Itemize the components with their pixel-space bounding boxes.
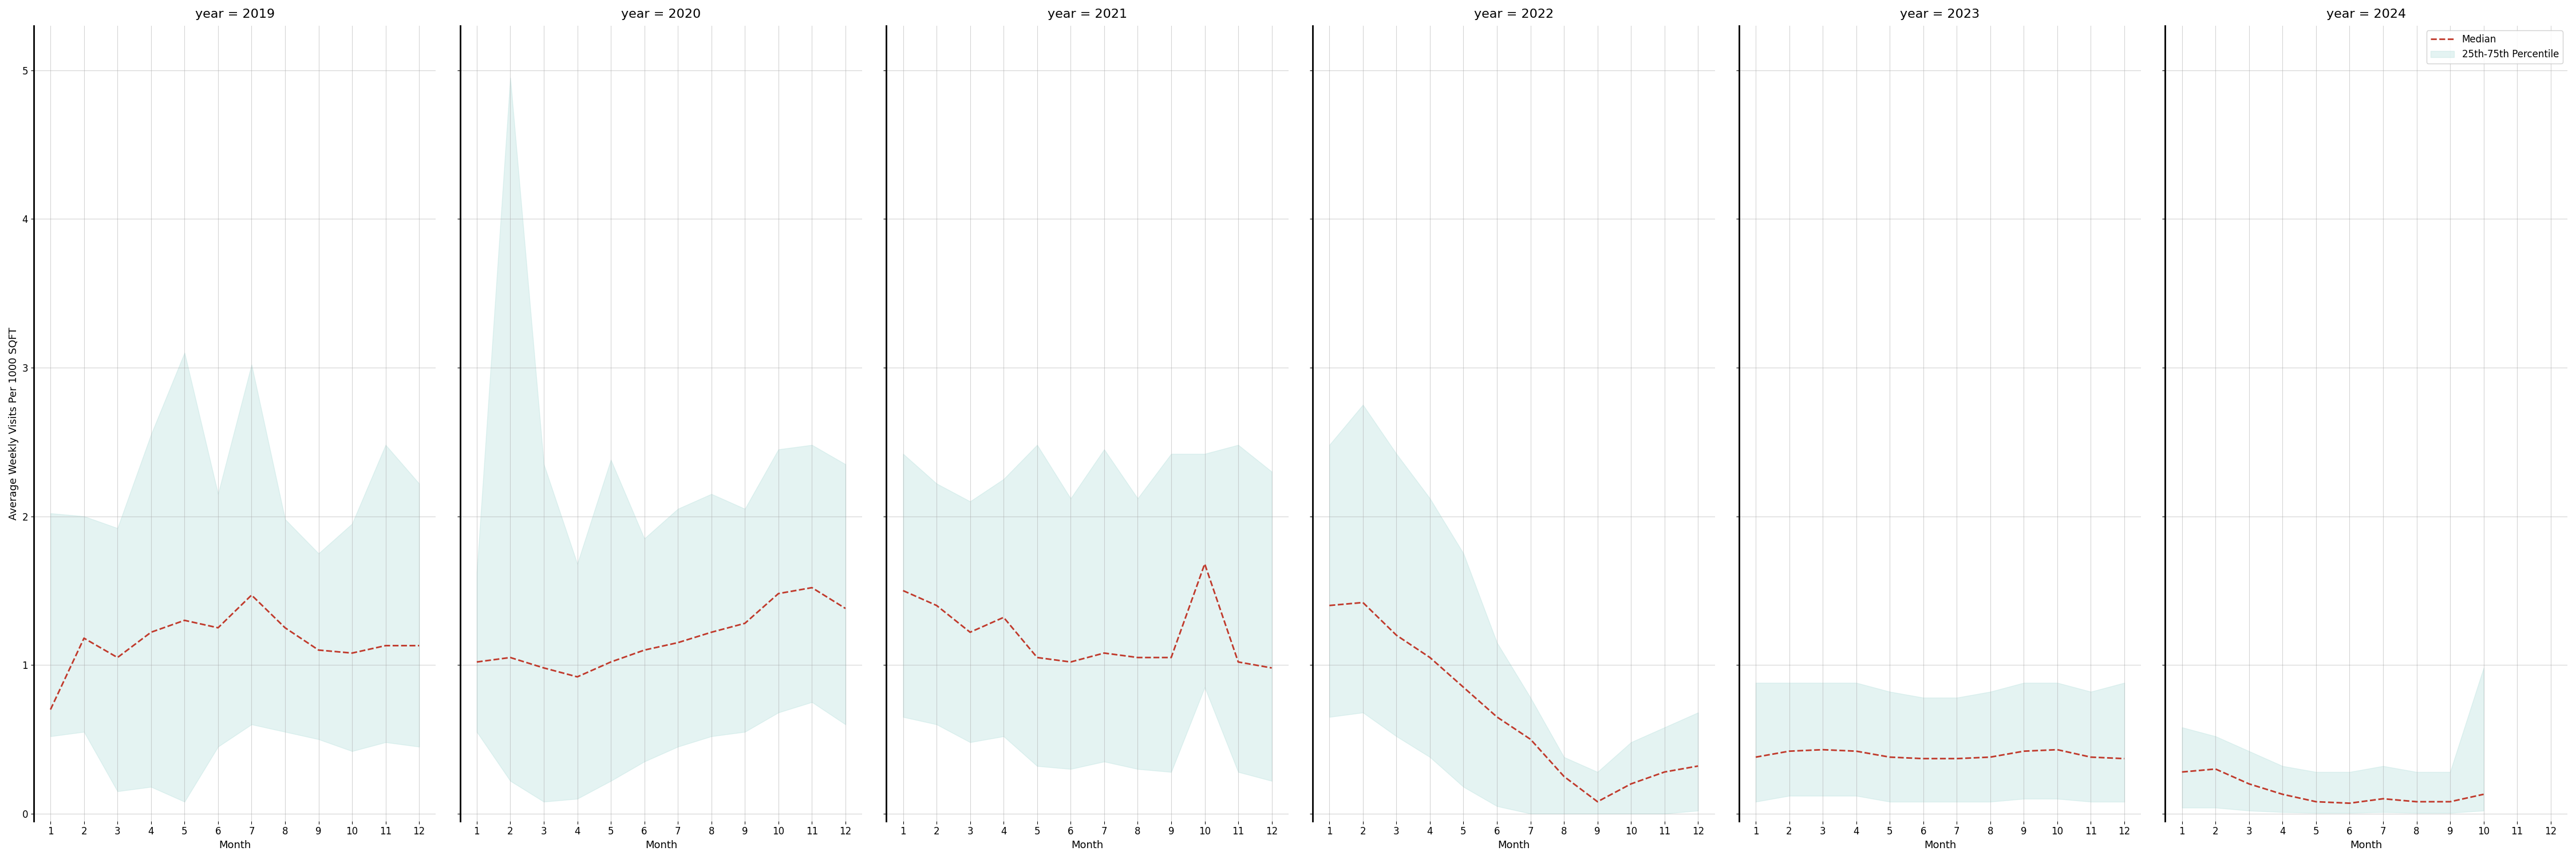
Median	[1682, 761, 1713, 771]
Median	[1090, 648, 1121, 658]
Median	[2043, 745, 2074, 755]
Median	[304, 645, 335, 655]
Median	[1808, 745, 1839, 755]
Median	[629, 645, 659, 655]
Y-axis label: Average Weekly Visits Per 1000 SQFT: Average Weekly Visits Per 1000 SQFT	[8, 327, 18, 520]
Median	[989, 612, 1020, 623]
Median	[1381, 630, 1412, 640]
Median	[2367, 794, 2398, 804]
Median	[1615, 779, 1646, 789]
Legend: Median, 25th-75th Percentile: Median, 25th-75th Percentile	[2427, 30, 2563, 64]
Median	[662, 637, 693, 648]
Median	[528, 663, 559, 673]
Title: year = 2022: year = 2022	[1473, 9, 1553, 20]
Median	[1347, 597, 1378, 607]
Median	[2233, 779, 2264, 789]
Median	[1481, 712, 1512, 722]
Median	[1875, 752, 1906, 762]
Median	[1190, 558, 1221, 569]
Median	[404, 641, 435, 651]
Median	[170, 615, 201, 625]
Median	[2166, 767, 2197, 777]
Median	[1448, 682, 1479, 692]
X-axis label: Month: Month	[219, 840, 250, 850]
Median	[70, 633, 100, 643]
Median	[1414, 652, 1445, 662]
Median	[103, 652, 134, 662]
Median	[1314, 600, 1345, 611]
Median	[204, 623, 234, 633]
Title: year = 2020: year = 2020	[621, 9, 701, 20]
Median	[1775, 746, 1806, 756]
Median	[137, 627, 167, 637]
Line: Median: Median	[2182, 769, 2483, 803]
Line: Median: Median	[477, 588, 845, 677]
Median	[337, 648, 368, 658]
Median	[1257, 663, 1288, 673]
Median	[237, 590, 268, 600]
Title: year = 2019: year = 2019	[196, 9, 276, 20]
X-axis label: Month: Month	[1497, 840, 1530, 850]
Line: Median: Median	[904, 564, 1273, 668]
Median	[2401, 796, 2432, 807]
Median	[1842, 746, 1873, 756]
Median	[889, 586, 920, 596]
Median	[36, 704, 67, 715]
Median	[1582, 796, 1613, 807]
Median	[1548, 771, 1579, 782]
Median	[922, 600, 953, 611]
Median	[2009, 746, 2040, 756]
Median	[696, 627, 726, 637]
Median	[371, 641, 402, 651]
Line: Median: Median	[1329, 602, 1698, 801]
Median	[1023, 652, 1054, 662]
X-axis label: Month: Month	[2349, 840, 2383, 850]
Median	[595, 657, 626, 667]
Median	[1157, 652, 1188, 662]
Median	[2076, 752, 2107, 762]
Median	[495, 652, 526, 662]
Median	[2434, 796, 2465, 807]
Median	[1909, 753, 1940, 764]
Median	[1056, 657, 1087, 667]
Median	[762, 588, 793, 599]
Median	[2110, 753, 2141, 764]
Median	[2200, 764, 2231, 774]
Median	[1224, 657, 1255, 667]
Title: year = 2024: year = 2024	[2326, 9, 2406, 20]
Title: year = 2023: year = 2023	[1901, 9, 1981, 20]
Median	[270, 623, 301, 633]
Median	[829, 603, 860, 613]
Median	[1123, 652, 1154, 662]
Median	[1976, 752, 2007, 762]
Median	[1942, 753, 1973, 764]
Median	[461, 657, 492, 667]
Median	[956, 627, 987, 637]
Median	[2267, 789, 2298, 800]
X-axis label: Month: Month	[1072, 840, 1103, 850]
Line: Median: Median	[52, 595, 420, 710]
Median	[1649, 767, 1680, 777]
Line: Median: Median	[1757, 750, 2125, 758]
Median	[2334, 798, 2365, 808]
Median	[2468, 789, 2499, 800]
Median	[796, 582, 827, 593]
Median	[729, 618, 760, 629]
X-axis label: Month: Month	[1924, 840, 1955, 850]
Median	[1741, 752, 1772, 762]
Median	[1515, 734, 1546, 745]
X-axis label: Month: Month	[644, 840, 677, 850]
Median	[562, 672, 592, 682]
Title: year = 2021: year = 2021	[1048, 9, 1128, 20]
Median	[2300, 796, 2331, 807]
